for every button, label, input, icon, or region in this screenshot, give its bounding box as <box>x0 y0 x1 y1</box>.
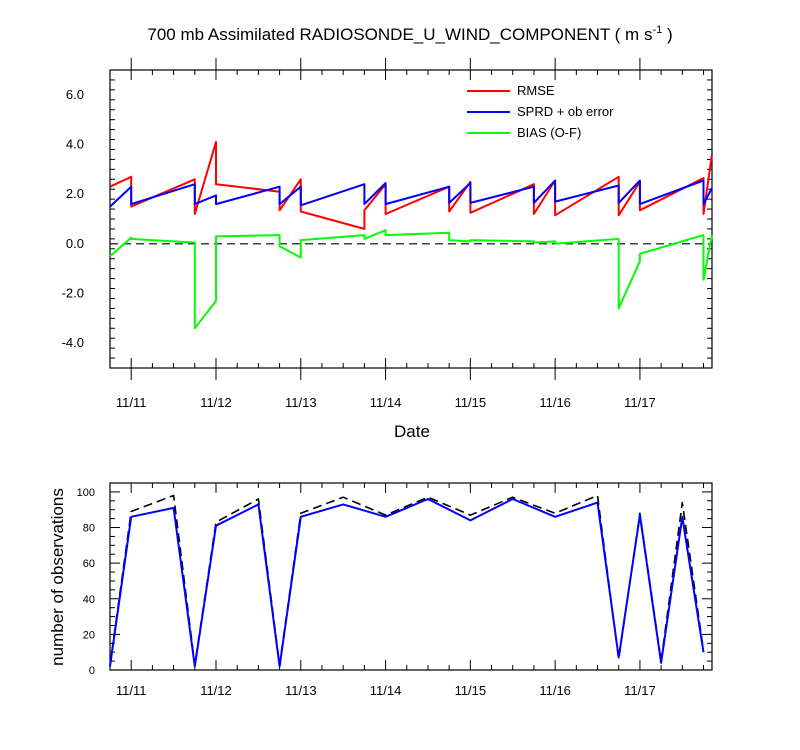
series-line-sprd-ob-error <box>109 179 713 208</box>
y-tick-label: 40 <box>83 594 95 606</box>
y-axis-label-observations: number of observations <box>48 488 67 666</box>
y-tick-label: -4.0 <box>62 335 84 350</box>
x-tick-label: 11/17 <box>624 683 656 698</box>
chart-title-superscript: -1 <box>652 24 662 36</box>
x-tick-label: 11/12 <box>200 683 232 698</box>
series-line-solid <box>109 498 705 668</box>
y-tick-label: 60 <box>83 558 95 570</box>
chart-title-end: ) <box>662 25 672 44</box>
y-tick-label: 4.0 <box>66 137 84 152</box>
x-tick-label: 11/13 <box>285 395 317 410</box>
legend-label: SPRD + ob error <box>517 104 614 119</box>
x-tick-label: 11/17 <box>624 395 656 410</box>
legend-label: RMSE <box>517 83 555 98</box>
legend-label: BIAS (O-F) <box>517 125 581 140</box>
top-plot-area: 11/11 11/12 11/13 11/14 11/15 11/16 11/17 -4.0 -… <box>62 58 713 410</box>
bottom-chart-panel: 11/11 11/12 11/13 11/14 11/15 11/16 11/17 0 20 40… <box>48 482 713 698</box>
x-tick-label: 11/15 <box>455 683 487 698</box>
x-tick-label: 11/16 <box>539 395 571 410</box>
x-axis-label: Date <box>394 422 430 441</box>
series-line-rmse <box>109 141 713 230</box>
x-tick-label: 11/13 <box>285 683 317 698</box>
series-line-bias-o-f <box>109 229 713 330</box>
x-tick-label: 11/11 <box>116 395 147 410</box>
x-tick-label: 11/16 <box>539 683 571 698</box>
plot-frame <box>109 482 713 671</box>
chart-title: 700 mb Assimilated RADIOSONDE_U_WIND_COM… <box>147 24 672 44</box>
x-tick-label: 11/11 <box>116 683 147 698</box>
x-tick-label: 11/15 <box>455 395 487 410</box>
y-tick-label: 20 <box>83 629 95 641</box>
x-tick-label: 11/14 <box>370 395 402 410</box>
y-tick-label: 0 <box>89 665 95 677</box>
y-tick-label: 6.0 <box>66 87 84 102</box>
x-tick-label: 11/12 <box>200 395 232 410</box>
top-chart-panel: 700 mb Assimilated RADIOSONDE_U_WIND_COM… <box>62 24 713 441</box>
y-tick-label: -2.0 <box>62 286 84 301</box>
y-tick-label: 100 <box>77 487 95 499</box>
y-tick-label: 80 <box>83 523 95 535</box>
x-tick-label: 11/14 <box>370 683 402 698</box>
y-tick-label: 0.0 <box>66 236 84 251</box>
y-tick-label: 2.0 <box>66 186 84 201</box>
bottom-plot-area: 11/11 11/12 11/13 11/14 11/15 11/16 11/17 0 20 40… <box>77 482 713 698</box>
plot-frame <box>109 69 713 369</box>
